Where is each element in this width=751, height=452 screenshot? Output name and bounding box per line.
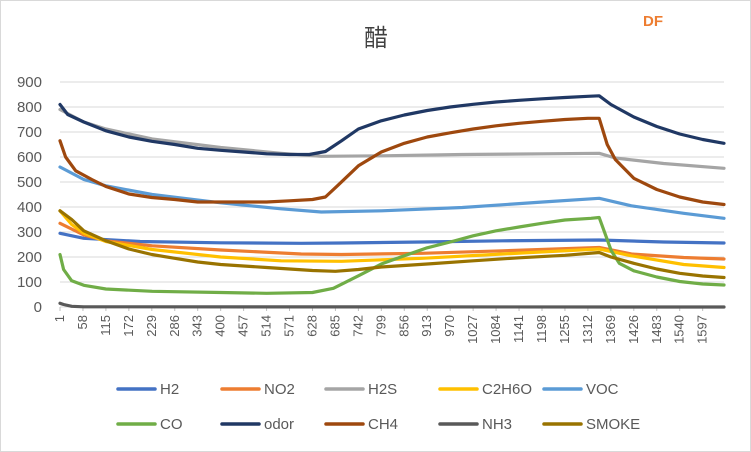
series-line-smoke xyxy=(58,209,726,280)
series-line-co xyxy=(58,215,726,295)
x-axis-ticks: 1 58 115 172 229 286 343 400 457 514 571 628 685 742 7… xyxy=(52,307,710,344)
x-tick-label: 343 xyxy=(190,315,205,337)
legend-label-odor: odor xyxy=(264,416,294,433)
chart-title: 醋 xyxy=(364,24,388,52)
series-line-odor xyxy=(58,94,726,157)
y-tick-label: 300 xyxy=(17,224,42,241)
y-tick-label: 800 xyxy=(17,99,42,116)
y-tick-label: 600 xyxy=(17,149,42,166)
x-tick-label: 400 xyxy=(213,315,228,337)
x-tick-label: 1312 xyxy=(580,315,595,344)
x-tick-label: 1198 xyxy=(534,315,549,343)
legend-label-h2: H2 xyxy=(160,381,179,398)
x-tick-label: 628 xyxy=(304,315,319,337)
legend-label-h2s: H2S xyxy=(368,381,397,398)
legend-label-nh3: NH3 xyxy=(482,416,512,433)
x-tick-label: 1597 xyxy=(695,315,710,344)
x-tick-label: 742 xyxy=(350,315,365,337)
series-line-ch4 xyxy=(58,116,726,207)
legend-label-smoke: SMOKE xyxy=(586,416,640,433)
x-tick-label: 172 xyxy=(121,315,136,337)
y-tick-label: 0 xyxy=(34,299,42,316)
series-line-voc xyxy=(58,165,726,220)
x-tick-label: 1084 xyxy=(488,315,503,344)
series-lines xyxy=(58,94,726,309)
x-tick-label: 970 xyxy=(442,315,457,337)
y-tick-label: 400 xyxy=(17,199,42,216)
legend-label-voc: VOC xyxy=(586,381,619,398)
y-tick-label: 100 xyxy=(17,274,42,291)
y-tick-label: 500 xyxy=(17,174,42,191)
x-tick-label: 1483 xyxy=(649,315,664,344)
x-tick-label: 1426 xyxy=(626,315,641,344)
x-tick-label: 1027 xyxy=(465,315,480,344)
y-tick-label: 200 xyxy=(17,249,42,266)
legend: H2 NO2 H2S C2H6O VOC CO odor CH4 NH3 SMOKE xyxy=(116,381,640,433)
x-tick-label: 1 xyxy=(52,315,67,322)
y-axis-ticks: 0 100 200 300 400 500 600 700 800 900 xyxy=(17,74,42,316)
legend-label-co: CO xyxy=(160,416,183,433)
legend-label-c2h6o: C2H6O xyxy=(482,381,532,398)
x-tick-label: 1369 xyxy=(603,315,618,344)
x-tick-label: 571 xyxy=(282,315,297,337)
y-tick-label: 900 xyxy=(17,74,42,91)
y-tick-label: 700 xyxy=(17,124,42,141)
x-tick-label: 799 xyxy=(373,315,388,337)
series-line-c2h6o xyxy=(58,209,726,270)
x-tick-label: 685 xyxy=(327,315,342,337)
legend-label-ch4: CH4 xyxy=(368,416,398,433)
x-tick-label: 856 xyxy=(396,315,411,337)
x-tick-label: 1255 xyxy=(557,315,572,344)
legend-label-no2: NO2 xyxy=(264,381,295,398)
x-tick-label: 58 xyxy=(75,315,90,329)
x-tick-label: 115 xyxy=(98,315,113,336)
watermark-label: DF xyxy=(643,13,663,30)
x-tick-label: 514 xyxy=(259,315,274,337)
x-tick-label: 1141 xyxy=(511,315,526,343)
series-line-nh3 xyxy=(58,301,726,309)
x-tick-label: 229 xyxy=(144,315,159,337)
series-line-h2 xyxy=(58,231,726,245)
x-tick-label: 913 xyxy=(419,315,434,337)
x-tick-label: 1540 xyxy=(672,315,687,344)
x-tick-label: 457 xyxy=(236,315,251,337)
x-tick-label: 286 xyxy=(167,315,182,337)
